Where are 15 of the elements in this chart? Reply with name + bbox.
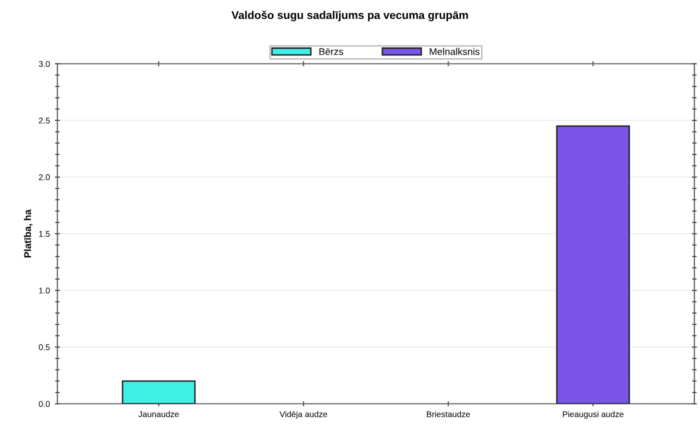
y-tick-label: 3.0: [38, 60, 50, 67]
y-tick-label: 1.0: [39, 288, 50, 294]
y-tick-label: 0.0: [38, 400, 50, 407]
chart-title: Valdošo sugu sadalījums pa vecuma grupām: [232, 10, 468, 22]
legend-label: Bērzs: [319, 48, 344, 56]
y-axis-title: Platība, ha: [24, 209, 32, 258]
x-tick-label: Vidēja audze: [280, 411, 328, 419]
x-tick-label: Jaunaudze: [138, 411, 179, 418]
y-tick-label: 1.5: [39, 231, 50, 237]
y-tick-label: 2.5: [38, 118, 50, 124]
x-tick-label: Pieaugusi audze: [562, 411, 624, 419]
y-tick-label: 0.5: [38, 344, 50, 350]
y-tick-label: 2.0: [38, 174, 50, 180]
x-tick-label: Briestaudze: [426, 411, 470, 418]
legend-label: Melnalksnis: [430, 48, 480, 56]
